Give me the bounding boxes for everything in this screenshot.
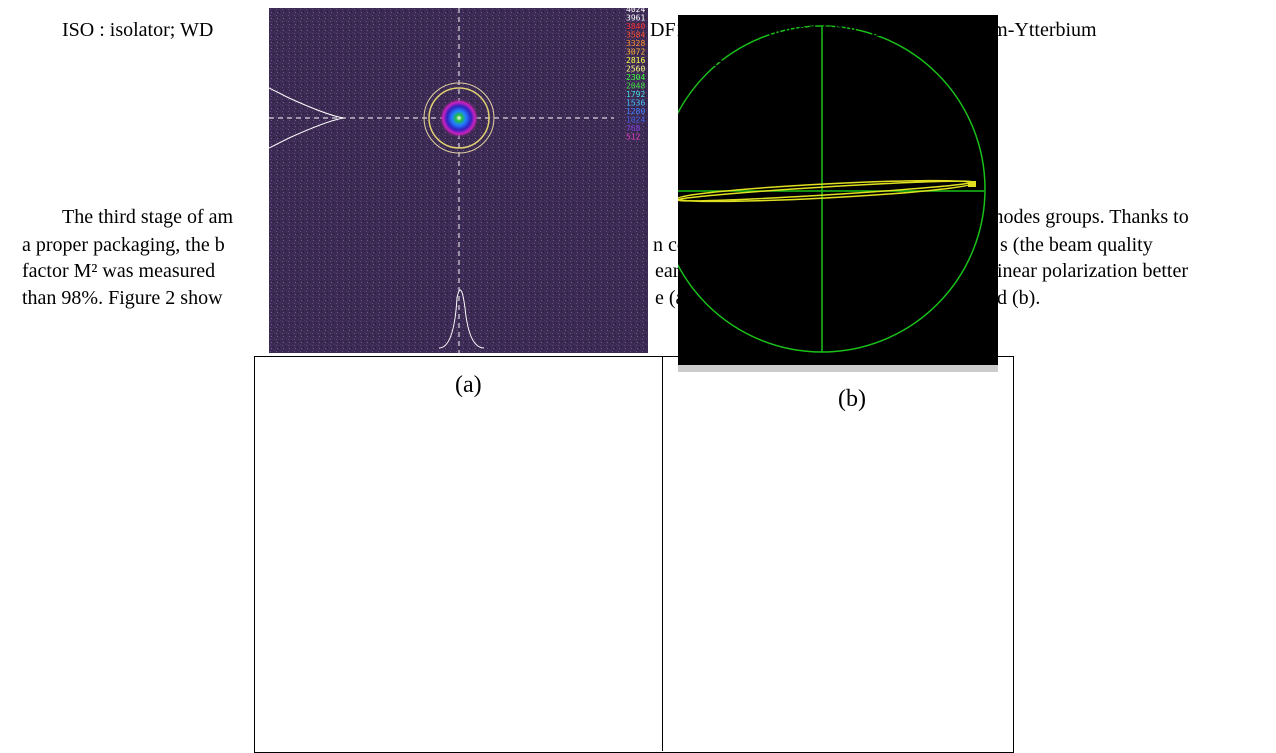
scale-label: 512 <box>626 133 641 142</box>
text-fragment: s (the beam quality <box>1000 235 1153 255</box>
caption: (a) <box>455 372 482 399</box>
text-fragment: modes groups. Thanks to <box>988 207 1189 227</box>
text-fragment: than 98%. Figure 2 show <box>22 288 223 308</box>
text-fragment: a proper packaging, the b <box>22 235 225 255</box>
text-fragment: d (b). <box>997 288 1040 308</box>
text-fragment: factor M² was measured <box>22 261 215 281</box>
text-fragment: inear polarization better <box>997 261 1188 281</box>
table-divider <box>662 356 663 751</box>
text-fragment: DF1 : Erbium-doped fiber; EYDF1 : Erbium… <box>650 20 1097 40</box>
text-fragment: m- <box>702 50 724 70</box>
text-fragment: The third stage of am <box>62 207 233 227</box>
figure-table <box>254 356 1014 753</box>
polarization-image <box>678 15 998 372</box>
text-fragment: ISO : isolator; WD <box>62 20 213 40</box>
caption: (b) <box>838 386 866 413</box>
page: ISO : isolator; WD DF1 : Erbium-doped fib… <box>0 0 1276 745</box>
beam-profile-image: 4024396138403584332830722816256023042048… <box>269 8 648 353</box>
